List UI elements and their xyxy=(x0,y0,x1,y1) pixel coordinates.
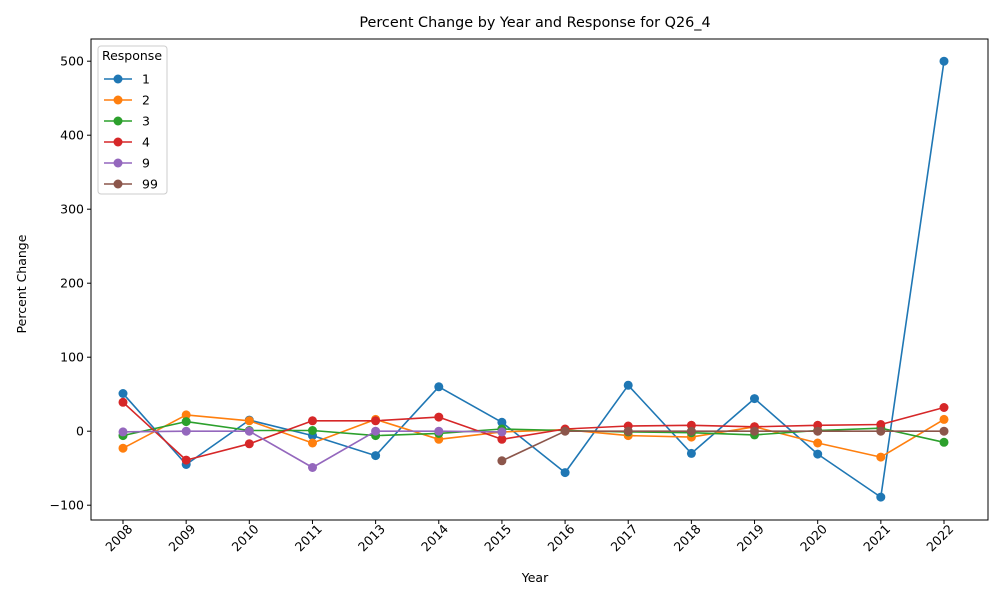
x-tick-label: 2011 xyxy=(292,521,325,554)
axis-ticks: −100 0 100 200 300 400 500 2008 2009 2010 2011 2013… xyxy=(50,54,957,555)
x-tick-label: 2020 xyxy=(797,521,830,554)
data-point xyxy=(939,437,949,447)
data-point xyxy=(371,451,381,461)
y-axis-label: Percent Change xyxy=(14,234,29,333)
data-point xyxy=(750,426,759,436)
data-point xyxy=(750,394,759,404)
series-group xyxy=(118,56,949,502)
y-tick-label: 100 xyxy=(60,350,84,365)
x-tick-label: 2021 xyxy=(860,521,893,554)
series-line-2 xyxy=(122,414,945,458)
data-point xyxy=(560,468,570,478)
y-tick-label: −100 xyxy=(50,498,84,513)
data-point xyxy=(434,412,444,422)
data-point xyxy=(434,426,444,436)
x-tick-label: 2016 xyxy=(544,521,577,554)
legend-label-1: 1 xyxy=(142,72,150,87)
legend-marker-1 xyxy=(113,74,123,84)
x-tick-label: 2019 xyxy=(734,521,767,554)
data-point xyxy=(497,434,507,444)
data-point xyxy=(939,403,949,412)
data-point xyxy=(876,492,886,502)
data-point xyxy=(939,426,949,436)
data-point xyxy=(813,426,823,436)
data-point xyxy=(497,427,507,437)
series-99 xyxy=(497,426,949,466)
x-tick-label: 2009 xyxy=(165,521,198,554)
plot-frame xyxy=(90,38,989,521)
data-point xyxy=(244,439,254,449)
data-point xyxy=(939,56,949,66)
x-tick-label: 2008 xyxy=(102,521,135,554)
data-point xyxy=(939,414,949,424)
series-line-99 xyxy=(501,430,944,462)
y-tick-label: 400 xyxy=(60,128,84,143)
data-point xyxy=(497,456,507,466)
data-point xyxy=(623,380,633,390)
data-point xyxy=(118,397,128,407)
data-point xyxy=(686,448,696,458)
legend-label-3: 3 xyxy=(142,114,150,129)
data-point xyxy=(118,443,128,453)
data-point xyxy=(813,449,823,459)
series-9 xyxy=(118,426,507,472)
legend-box xyxy=(97,45,168,195)
y-tick-label: 300 xyxy=(60,202,84,217)
data-point xyxy=(181,410,191,420)
data-point xyxy=(308,416,317,426)
x-tick-label: 2010 xyxy=(229,521,262,554)
data-point xyxy=(434,382,444,392)
legend-label-9: 9 xyxy=(142,156,150,171)
x-tick-label: 2015 xyxy=(481,521,514,554)
y-tick-label: 200 xyxy=(60,276,84,291)
data-point xyxy=(181,426,191,436)
data-point xyxy=(244,416,254,426)
y-tick-label: 500 xyxy=(60,54,84,69)
data-point xyxy=(497,417,507,427)
x-tick-label: 2014 xyxy=(418,521,451,554)
data-point xyxy=(813,438,823,448)
data-point xyxy=(371,426,381,436)
legend-label-2: 2 xyxy=(142,93,150,108)
data-point xyxy=(118,389,128,398)
data-point xyxy=(876,426,886,436)
legend-label-99: 99 xyxy=(142,177,158,192)
series-2 xyxy=(118,410,949,462)
x-tick-label: 2013 xyxy=(355,521,388,554)
legend-marker-2 xyxy=(113,95,123,105)
x-tick-label: 2022 xyxy=(923,521,956,554)
series-line-1 xyxy=(122,61,945,498)
legend-marker-3 xyxy=(113,116,123,126)
data-point xyxy=(181,455,191,465)
chart-title: Percent Change by Year and Response for … xyxy=(359,15,710,31)
legend-marker-9 xyxy=(113,158,123,168)
data-point xyxy=(686,426,696,436)
data-point xyxy=(308,438,317,448)
series-line-4 xyxy=(122,401,945,461)
y-tick-label: 0 xyxy=(76,424,84,439)
data-point xyxy=(623,426,633,436)
data-point xyxy=(244,426,254,436)
data-point xyxy=(876,452,886,462)
legend-marker-99 xyxy=(113,179,123,189)
legend-marker-4 xyxy=(113,137,123,147)
x-axis-label: Year xyxy=(521,570,549,585)
data-point xyxy=(118,427,128,437)
data-point xyxy=(876,420,886,429)
x-tick-label: 2017 xyxy=(607,521,640,554)
x-tick-label: 2018 xyxy=(671,521,704,554)
legend-label-4: 4 xyxy=(142,135,150,150)
legend-title: Response xyxy=(102,48,162,63)
data-point xyxy=(308,463,317,472)
data-point xyxy=(181,417,191,427)
data-point xyxy=(308,426,317,435)
data-point xyxy=(560,426,570,436)
data-point xyxy=(371,416,381,426)
